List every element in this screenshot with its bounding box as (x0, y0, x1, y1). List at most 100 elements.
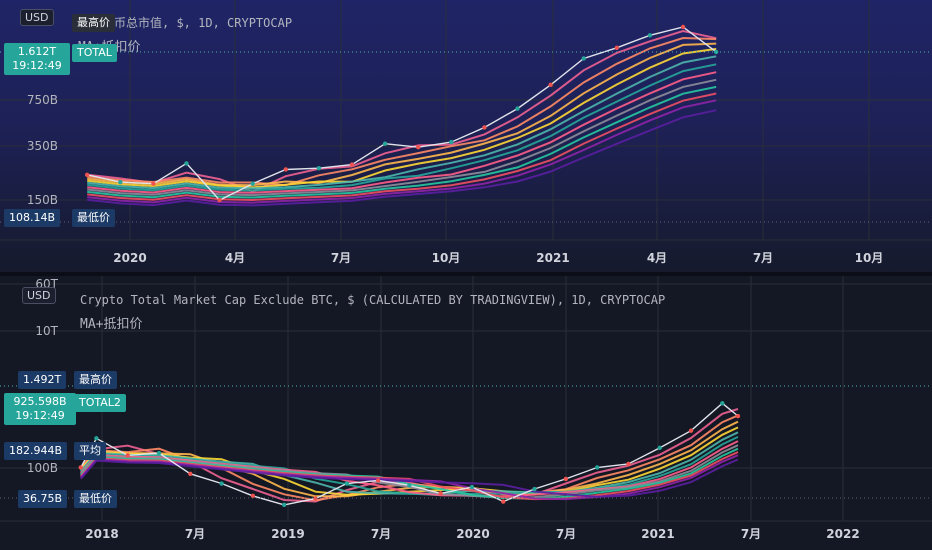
ma-line (80, 440, 739, 498)
currency-label[interactable]: USD (22, 287, 56, 304)
ma-line (87, 36, 717, 187)
price-point (548, 82, 553, 88)
last-price-value: 925.598B (13, 395, 67, 408)
x-tick-label: 2021 (641, 527, 674, 541)
x-tick-label: 2018 (85, 527, 118, 541)
y-tick-label: 10T (35, 324, 58, 338)
price-point (657, 445, 662, 451)
price-point (438, 491, 443, 496)
price-point (614, 45, 620, 50)
x-tick-label: 7月 (753, 251, 773, 265)
symbol-tag: TOTAL2 (74, 394, 126, 412)
price-point (563, 476, 569, 482)
high-label-tag: 最高价 (74, 371, 117, 389)
indicator-label[interactable]: MA+抵扣价 (80, 317, 143, 332)
x-tick-label: 10月 (855, 251, 884, 265)
price-point (532, 486, 537, 492)
price-point (581, 56, 586, 61)
ma-line (80, 435, 739, 497)
x-tick-label: 4月 (647, 251, 667, 265)
price-point (407, 483, 412, 488)
chart-title: 加密货币总市值, $, 1D, CRYPTOCAP (78, 16, 293, 30)
top-chart-pane[interactable]: 750B 350B 150B 2020 4月 7月 10月 2021 4月 7月 10月 USD 加… (0, 0, 932, 272)
ma-line (87, 55, 717, 190)
price-point (680, 24, 686, 30)
price-point (482, 125, 487, 130)
y-tick-label: 100B (27, 461, 58, 475)
last-price-tag: 1.612T 19:12:49 (4, 43, 70, 75)
high-value-tag: 1.492T (18, 371, 67, 389)
price-point (151, 181, 156, 186)
price-point (250, 181, 255, 186)
price-point (688, 428, 694, 433)
price-point (84, 172, 90, 177)
price-point (188, 471, 193, 476)
y-tick-label: 750B (27, 93, 58, 107)
x-tick-label: 10月 (432, 251, 461, 265)
price-point (184, 161, 189, 166)
ma-line (87, 42, 717, 187)
price-point (250, 493, 256, 499)
ma-line (80, 458, 739, 498)
x-tick-label: 7月 (331, 251, 351, 265)
x-tick-label: 2020 (113, 251, 146, 265)
price-point (344, 481, 349, 486)
price-point (94, 436, 99, 441)
price-point (647, 33, 653, 38)
x-tick-label: 2021 (536, 251, 569, 265)
price-point (349, 162, 355, 167)
price-point (375, 478, 381, 483)
price-point (118, 179, 123, 185)
last-price-value: 1.612T (17, 45, 57, 58)
price-point (594, 465, 600, 470)
ma-line (87, 99, 717, 204)
x-tick-label: 7月 (371, 527, 391, 541)
price-series-line (87, 26, 717, 201)
price-point (469, 484, 475, 490)
last-price-time: 19:12:49 (12, 59, 62, 72)
price-point (449, 139, 454, 145)
x-tick-label: 2022 (826, 527, 859, 541)
ma-line (87, 29, 717, 193)
last-price-time: 19:12:49 (15, 409, 65, 422)
price-point (382, 141, 388, 146)
price-point (125, 453, 130, 458)
price-point (313, 496, 318, 501)
x-tick-label: 2020 (456, 527, 489, 541)
price-point (219, 481, 224, 486)
symbol-tag: TOTAL (72, 44, 117, 62)
x-tick-label: 2019 (271, 527, 304, 541)
high-tag: 最高价 (72, 14, 115, 32)
low-label-tag: 最低价 (74, 490, 117, 508)
top-chart-canvas[interactable]: 750B 350B 150B 2020 4月 7月 10月 2021 4月 7月 10月 (0, 0, 932, 272)
avg-label-tag: 平均 (74, 442, 106, 460)
x-tick-label: 4月 (225, 251, 245, 265)
low-label-tag: 最低价 (72, 209, 115, 227)
price-point (283, 167, 288, 172)
price-point (720, 401, 725, 406)
price-point (626, 461, 631, 467)
price-point (217, 197, 222, 203)
ma-line (87, 109, 717, 207)
ma-line (87, 85, 717, 199)
price-point (501, 499, 506, 504)
ma-line (80, 454, 739, 501)
price-point (416, 145, 421, 150)
pane-divider[interactable] (0, 272, 932, 276)
ma-line (87, 63, 717, 192)
avg-value-tag: 182.944B (4, 442, 68, 460)
currency-label[interactable]: USD (20, 9, 54, 26)
price-point (78, 465, 83, 470)
chart-title: Crypto Total Market Cap Exclude BTC, $ (… (80, 293, 666, 307)
bottom-chart-pane[interactable]: 60T 10T 100B 2018 7月 2019 7月 2020 7月 2021 7月 2022 U… (0, 276, 932, 550)
y-tick-label: 150B (27, 193, 58, 207)
price-point (735, 413, 741, 419)
y-tick-label: 350B (27, 139, 58, 153)
ma-line (87, 71, 717, 194)
price-point (281, 502, 287, 508)
ma-line (87, 92, 717, 202)
price-point (156, 450, 162, 456)
ma-line (87, 47, 717, 189)
ma-line (87, 78, 717, 197)
